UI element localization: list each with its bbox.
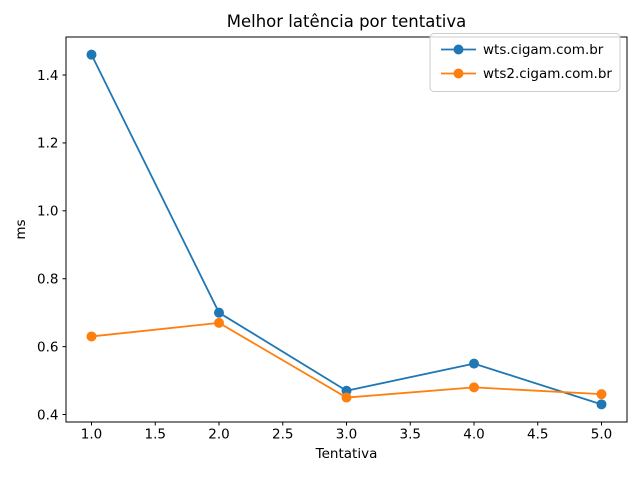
series-line bbox=[90, 54, 602, 406]
data-point bbox=[596, 389, 607, 400]
legend-marker-icon bbox=[453, 44, 464, 55]
y-tick-label: 0.4 bbox=[37, 407, 58, 423]
legend-box bbox=[429, 33, 621, 92]
data-point bbox=[86, 49, 97, 60]
x-tick-label: 2.5 bbox=[272, 427, 293, 443]
data-point bbox=[469, 358, 479, 369]
data-point bbox=[86, 331, 97, 342]
x-tick-label: 3.5 bbox=[400, 427, 421, 443]
y-axis-label: ms bbox=[13, 219, 29, 239]
x-tick-label: 1.5 bbox=[145, 427, 166, 443]
data-point bbox=[596, 399, 607, 410]
x-tick-label: 4.0 bbox=[463, 427, 484, 443]
legend-label: wts.cigam.com.br bbox=[483, 42, 604, 58]
data-point bbox=[214, 317, 224, 328]
x-tick-label: 2.0 bbox=[208, 427, 229, 443]
axes-layer: 1.0 1.5 2.0 2.5 3.0 3.5 4.0 4.5 5.0 0.4 0.6 0.8 1.0 1… bbox=[37, 36, 628, 443]
y-tick-label: 0.6 bbox=[37, 339, 58, 355]
data-point bbox=[341, 392, 352, 403]
x-tick-label: 5.0 bbox=[591, 427, 612, 443]
y-tick-label: 1.2 bbox=[37, 136, 58, 152]
axes-frame bbox=[65, 36, 628, 423]
legend: wts.cigam.com.br wts2.cigam.com.br bbox=[429, 33, 621, 92]
chart-title: Melhor latência por tentativa bbox=[227, 12, 467, 31]
x-tick-label: 3.0 bbox=[336, 427, 357, 443]
legend-entry: wts2.cigam.com.br bbox=[441, 66, 612, 82]
legend-marker-icon bbox=[453, 68, 464, 79]
x-axis-label: Tentativa bbox=[315, 446, 378, 462]
x-tick-label: 1.0 bbox=[81, 427, 102, 443]
legend-entry: wts.cigam.com.br bbox=[441, 42, 604, 58]
y-tick-label: 0.8 bbox=[37, 272, 58, 288]
y-tick-label: 1.4 bbox=[37, 68, 58, 84]
data-point bbox=[469, 382, 479, 393]
x-tick-label: 4.5 bbox=[527, 427, 548, 443]
legend-label: wts2.cigam.com.br bbox=[483, 66, 612, 82]
data-point bbox=[214, 307, 224, 318]
y-tick-label: 1.0 bbox=[37, 204, 58, 220]
